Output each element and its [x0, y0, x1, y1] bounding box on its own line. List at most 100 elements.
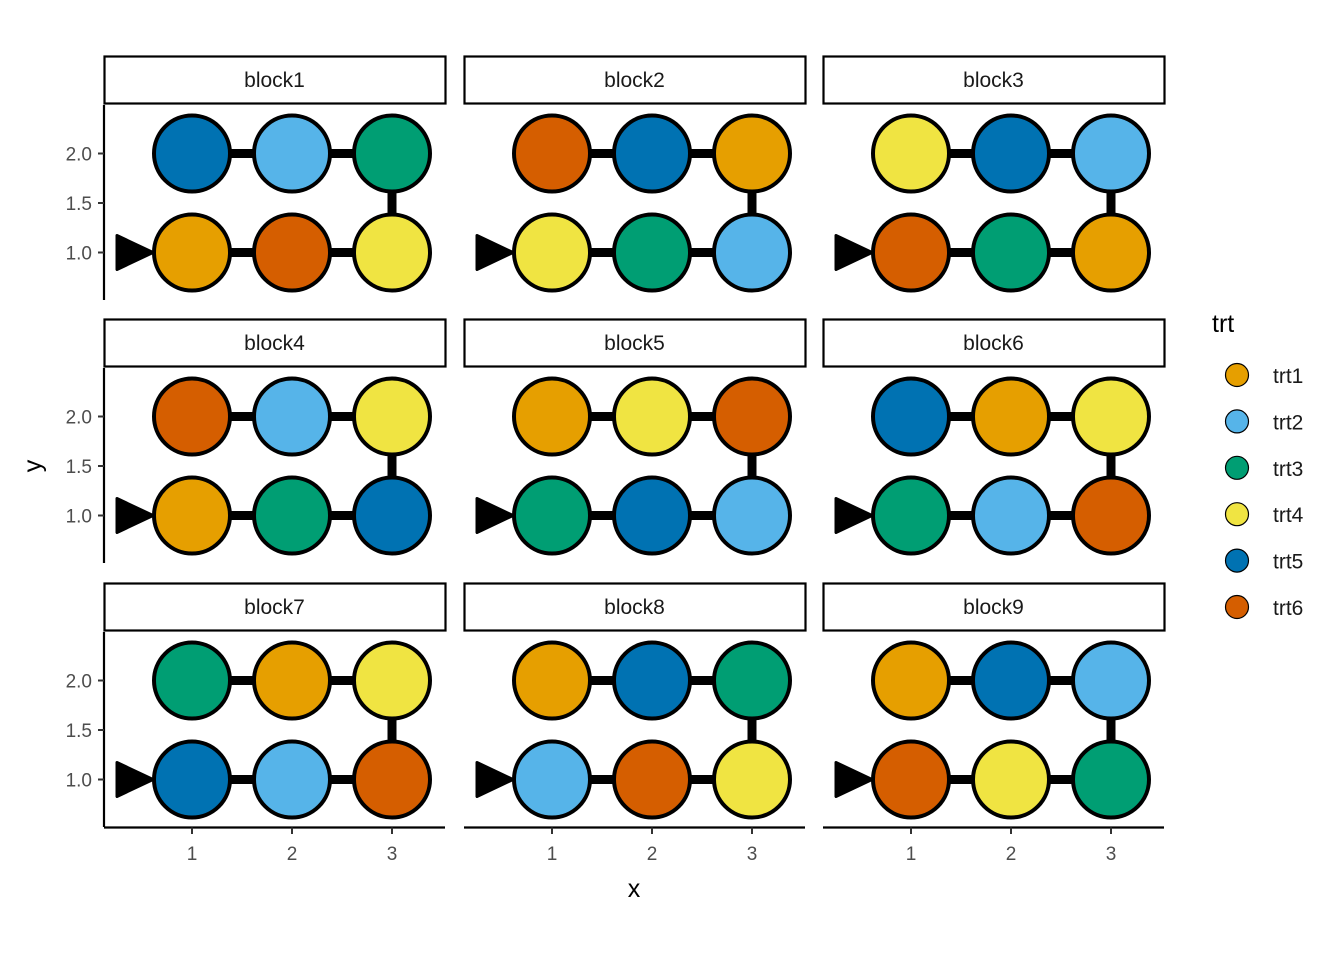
plot-point-trt6: [871, 739, 951, 820]
facet-strip: [822, 318, 1166, 368]
plot-point-trt2: [252, 376, 332, 457]
plot-point-trt6: [252, 212, 332, 293]
legend-label-trt4: trt4: [1273, 504, 1304, 527]
plot-point-trt4: [352, 376, 432, 457]
x-tick-label: 2: [1006, 844, 1017, 865]
start-triangle: [475, 234, 515, 271]
facet-strip-label: block4: [244, 332, 305, 355]
y-tick-label: 2.0: [66, 145, 92, 166]
plot-point-trt6: [871, 212, 951, 293]
plot-point-trt5: [871, 376, 951, 457]
x-tick-label: 3: [747, 844, 758, 865]
x-tick-label: 1: [906, 844, 917, 865]
y-tick-label: 1.0: [66, 771, 92, 792]
legend-key-trt1: [1224, 362, 1250, 388]
plot-point-trt1: [971, 376, 1051, 457]
plot-point-trt5: [971, 113, 1051, 194]
y-tick-label: 1.5: [66, 194, 92, 215]
facet-strip-label: block8: [604, 596, 665, 619]
facet-strip: [822, 582, 1166, 632]
plot-point-trt5: [152, 113, 232, 194]
plot-point-trt4: [512, 212, 592, 293]
facet-strip: [463, 55, 807, 105]
y-tick-label: 1.0: [66, 244, 92, 265]
x-tick-label: 3: [1106, 844, 1117, 865]
plot-point-trt3: [512, 475, 592, 556]
facet-strip: [103, 318, 447, 368]
facets-layer: block1 1.0 1.5 2.0 block2 block3 block4 1.0 1.5 2…: [66, 55, 1166, 865]
x-tick-label: 3: [387, 844, 398, 865]
plot-point-trt2: [252, 739, 332, 820]
y-tick-label: 2.0: [66, 408, 92, 429]
plot-point-trt3: [1071, 739, 1151, 820]
legend-label-trt5: trt5: [1273, 551, 1303, 574]
plot-point-trt4: [712, 739, 792, 820]
legend-key-trt3: [1224, 455, 1250, 480]
y-tick-label: 1.5: [66, 721, 92, 742]
y-tick-label: 1.0: [66, 507, 92, 528]
x-axis-title: x: [628, 875, 641, 903]
y-tick-label: 2.0: [66, 672, 92, 693]
plot-point-trt6: [712, 376, 792, 457]
plot-point-trt5: [612, 640, 692, 721]
legend-label-trt2: trt2: [1273, 411, 1303, 434]
legend-key-trt5: [1224, 548, 1250, 573]
plot-point-trt2: [712, 212, 792, 293]
plot-point-trt3: [612, 212, 692, 293]
legend-title: trt: [1212, 310, 1234, 338]
facet-strip: [463, 318, 807, 368]
start-triangle: [475, 497, 515, 534]
facet-strip-label: block2: [604, 69, 665, 92]
facet-block2: block2: [463, 55, 807, 293]
x-tick-label: 1: [187, 844, 198, 865]
y-tick-label: 1.5: [66, 457, 92, 478]
x-tick-label: 2: [287, 844, 298, 865]
facet-block5: block5: [463, 318, 807, 556]
plot-point-trt3: [252, 475, 332, 556]
plot-point-trt4: [1071, 376, 1151, 457]
facet-block4: block4 1.0 1.5 2.0: [66, 318, 447, 563]
legend-label-trt1: trt1: [1273, 365, 1303, 388]
plot-point-trt4: [971, 739, 1051, 820]
legend-label-trt6: trt6: [1273, 597, 1303, 620]
plot-point-trt3: [871, 475, 951, 556]
facet-strip-label: block7: [244, 596, 305, 619]
plot-point-trt2: [512, 739, 592, 820]
plot-point-trt5: [352, 475, 432, 556]
start-triangle: [834, 234, 874, 271]
plot-point-trt2: [1071, 113, 1151, 194]
plot-point-trt1: [1071, 212, 1151, 293]
facet-strip-label: block9: [963, 596, 1024, 619]
plot-point-trt4: [871, 113, 951, 194]
plot-point-trt6: [612, 739, 692, 820]
plot-point-trt5: [612, 475, 692, 556]
plot-point-trt4: [612, 376, 692, 457]
plot-point-trt5: [152, 739, 232, 820]
x-tick-label: 2: [647, 844, 658, 865]
plot-point-trt1: [152, 212, 232, 293]
plot-point-trt1: [252, 640, 332, 721]
plot-point-trt2: [252, 113, 332, 194]
plot-point-trt3: [152, 640, 232, 721]
facet-block8: block8 1 2 3: [463, 582, 807, 865]
plot-point-trt2: [971, 475, 1051, 556]
plot-point-trt6: [512, 113, 592, 194]
plot-point-trt2: [1071, 640, 1151, 721]
x-tick-label: 1: [547, 844, 558, 865]
start-triangle: [475, 761, 515, 798]
facet-block9: block9 1 2 3: [822, 582, 1166, 865]
legend-key-trt4: [1224, 502, 1250, 527]
plot-point-trt3: [352, 113, 432, 194]
plot-point-trt1: [871, 640, 951, 721]
y-axis-title: y: [19, 459, 47, 472]
plot-point-trt5: [971, 640, 1051, 721]
facet-strip-label: block6: [963, 332, 1024, 355]
legend-key-trt6: [1224, 594, 1250, 620]
plot-point-trt1: [152, 475, 232, 556]
facet-block6: block6: [822, 318, 1166, 556]
legend-key-trt2: [1224, 409, 1250, 434]
plot-point-trt4: [352, 212, 432, 293]
facet-block7: block7 1.0 1.5 2.0 1 2 3: [66, 582, 447, 865]
start-triangle: [834, 497, 874, 534]
